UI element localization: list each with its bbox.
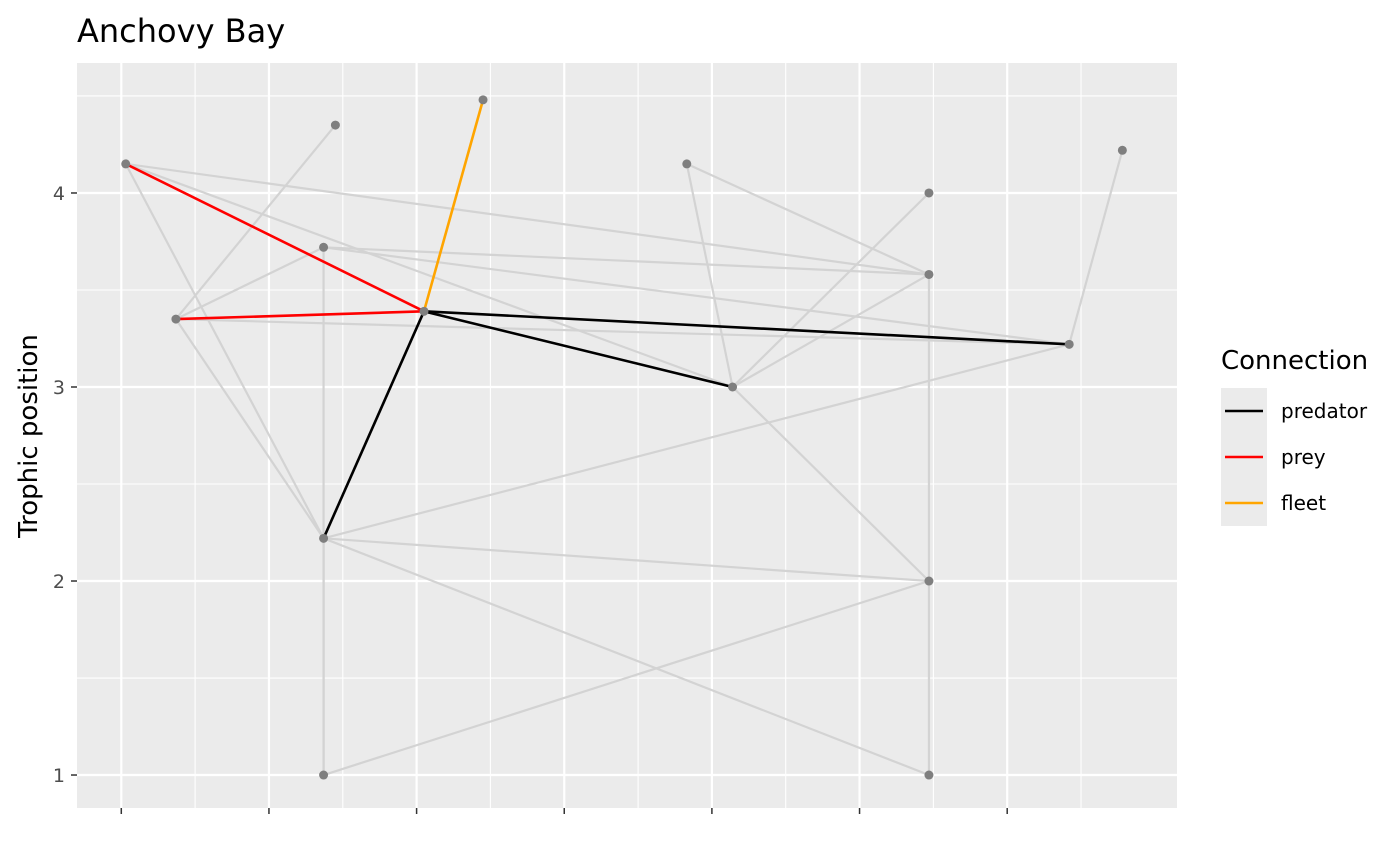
connection-line	[125, 162, 733, 389]
predator-connection-line	[423, 310, 1070, 346]
y-tick-label: 2	[53, 571, 65, 593]
x-axis	[120, 808, 1008, 814]
y-axis-label: Trophic position	[14, 334, 44, 539]
connection-line	[323, 579, 930, 777]
connection-line	[124, 163, 325, 539]
species-node	[728, 382, 738, 392]
legend-title: Connection	[1221, 346, 1368, 376]
species-node	[319, 242, 329, 252]
species-node	[171, 314, 181, 324]
connection-line	[731, 386, 930, 582]
species-node	[330, 120, 340, 130]
species-node	[924, 576, 934, 586]
connection-line	[685, 163, 734, 388]
chart-title: Anchovy Bay	[77, 12, 285, 50]
legend-label-prey: prey	[1281, 445, 1326, 469]
fleet-connection-line	[422, 99, 485, 312]
species-node	[419, 306, 429, 316]
connection-line	[731, 192, 930, 388]
species-node	[924, 770, 934, 780]
connection-line	[732, 273, 930, 388]
legend-label-fleet: fleet	[1281, 491, 1326, 515]
legend-label-predator: predator	[1281, 399, 1368, 423]
y-tick-label: 4	[53, 183, 65, 205]
species-node	[478, 95, 488, 105]
highlighted-connections	[125, 99, 1070, 539]
species-node	[924, 188, 934, 198]
connection-line	[323, 343, 1070, 540]
y-axis: 1 2 3 4	[53, 183, 77, 787]
species-node	[121, 159, 131, 169]
connection-line	[175, 317, 1070, 346]
connection-line	[175, 246, 325, 321]
plot-panel	[77, 63, 1177, 808]
species-node	[319, 770, 329, 780]
connection-line	[175, 124, 337, 320]
species-nodes	[121, 95, 1127, 780]
species-node	[924, 269, 934, 279]
legend: Connection predator prey fleet	[1221, 346, 1368, 526]
species-node	[319, 533, 329, 543]
connection-line	[686, 162, 930, 276]
prey-connection-line	[125, 162, 425, 313]
connection-line	[323, 537, 930, 777]
connection-line	[175, 318, 325, 539]
predator-connection-line	[322, 310, 426, 539]
connection-line	[323, 246, 929, 276]
y-tick-label: 1	[53, 765, 65, 787]
connection-line	[323, 537, 930, 583]
connection-line	[1068, 150, 1124, 345]
species-node	[1064, 339, 1074, 349]
species-node	[682, 159, 692, 169]
minor-gridlines	[77, 63, 1177, 808]
y-tick-label: 3	[53, 377, 65, 399]
species-node	[1117, 145, 1127, 155]
predator-connection-line	[423, 310, 733, 389]
connection-line	[125, 162, 930, 276]
connection-line	[323, 246, 1070, 346]
prey-connection-line	[175, 310, 425, 321]
